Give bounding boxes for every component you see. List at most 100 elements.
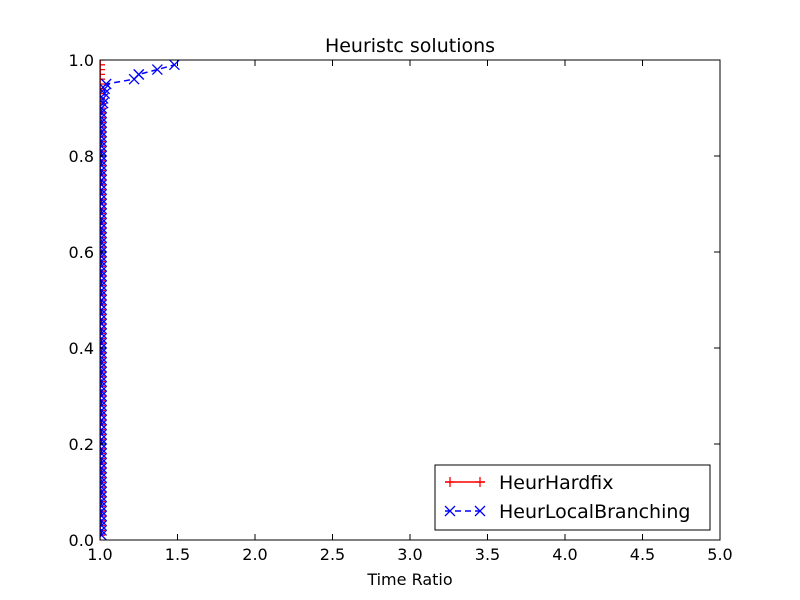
data-point (100, 227, 105, 238)
data-point (100, 477, 105, 488)
data-point (100, 462, 108, 474)
y-tick-label: 1.0 (69, 51, 94, 70)
data-point (100, 179, 105, 190)
data-point (100, 414, 108, 426)
x-tick-label: 1.0 (87, 545, 112, 564)
data-point (100, 333, 105, 344)
data-point (100, 175, 105, 185)
data-point (100, 164, 108, 176)
data-point (100, 428, 108, 440)
data-point (100, 127, 105, 137)
data-point (100, 275, 108, 287)
data-point (100, 146, 105, 157)
data-point (100, 506, 105, 517)
data-point (100, 126, 108, 138)
y-tick-label: 0.0 (69, 531, 94, 550)
data-point (100, 136, 105, 147)
data-point (100, 261, 105, 272)
series-HeurLocalBranching (100, 60, 180, 540)
data-point (100, 289, 108, 301)
data-point (100, 385, 108, 397)
data-point (100, 60, 105, 70)
data-point (100, 347, 108, 359)
axes-layer: 1.0 1.5 2.0 2.5 3.0 3.5 4.0 4.5 5.0 0.0 0.2 0.4 0.6 0… (69, 51, 733, 564)
data-point (100, 218, 105, 229)
data-point (100, 165, 105, 176)
data-point (100, 103, 105, 113)
data-point (100, 78, 112, 90)
y-tick-label: 0.2 (69, 435, 94, 454)
data-point (100, 169, 108, 181)
y-tick-label: 0.4 (69, 339, 94, 358)
x-tick-label: 2.0 (242, 545, 267, 564)
data-point (100, 381, 105, 392)
data-point (100, 410, 105, 421)
data-point (151, 64, 163, 76)
data-point (100, 223, 105, 233)
data-point (100, 160, 105, 171)
data-point (100, 208, 105, 219)
data-point (100, 380, 108, 392)
legend-entries: HeurHardfix HeurLocalBranching (444, 472, 690, 523)
data-point (100, 529, 108, 540)
data-point (100, 265, 108, 277)
data-point (100, 184, 108, 196)
data-point (100, 203, 105, 214)
data-point (100, 155, 108, 167)
data-point (100, 395, 108, 407)
data-point (100, 112, 108, 124)
x-tick-label: 3.5 (475, 545, 500, 564)
data-point (100, 429, 105, 440)
data-point (100, 251, 108, 263)
data-point (100, 232, 108, 244)
data-point (100, 332, 108, 344)
data-point (100, 309, 105, 320)
data-point (100, 323, 108, 335)
data-point (100, 145, 108, 157)
y-tick-label: 0.6 (69, 243, 94, 262)
data-point (100, 208, 108, 220)
data-point (100, 69, 105, 80)
data-point (100, 409, 108, 421)
data-point (100, 357, 105, 368)
data-point (100, 491, 105, 502)
data-point (100, 448, 108, 460)
data-point (100, 64, 105, 75)
data-point (100, 453, 105, 464)
data-point (100, 463, 105, 473)
data-point (100, 323, 105, 334)
y-tick-label: 0.8 (69, 147, 94, 166)
data-point (100, 520, 105, 531)
data-point (100, 189, 105, 200)
data-point (100, 271, 105, 281)
data-point (100, 97, 109, 109)
data-point (100, 116, 108, 128)
data-point (100, 386, 105, 397)
data-point (100, 280, 108, 292)
data-point (100, 140, 108, 152)
legend-label: HeurHardfix (499, 472, 614, 494)
data-point (100, 524, 108, 536)
data-point (100, 256, 108, 268)
data-point (100, 457, 108, 469)
data-point (100, 174, 108, 186)
data-point (100, 404, 108, 416)
data-point (100, 328, 105, 339)
data-point (100, 390, 108, 402)
data-point (100, 415, 105, 425)
data-point (100, 131, 105, 142)
data-point (100, 338, 105, 349)
legend-label: HeurLocalBranching (499, 501, 690, 523)
data-point (100, 371, 105, 382)
data-point (100, 405, 105, 416)
data-point (100, 419, 105, 430)
data-point (100, 328, 108, 340)
data-point (100, 530, 105, 540)
data-point (100, 79, 105, 89)
data-point (100, 107, 108, 119)
data-point (100, 482, 105, 493)
data-point (100, 481, 108, 493)
legend-frame (434, 464, 711, 531)
data-point (100, 295, 105, 305)
data-point (100, 313, 108, 325)
